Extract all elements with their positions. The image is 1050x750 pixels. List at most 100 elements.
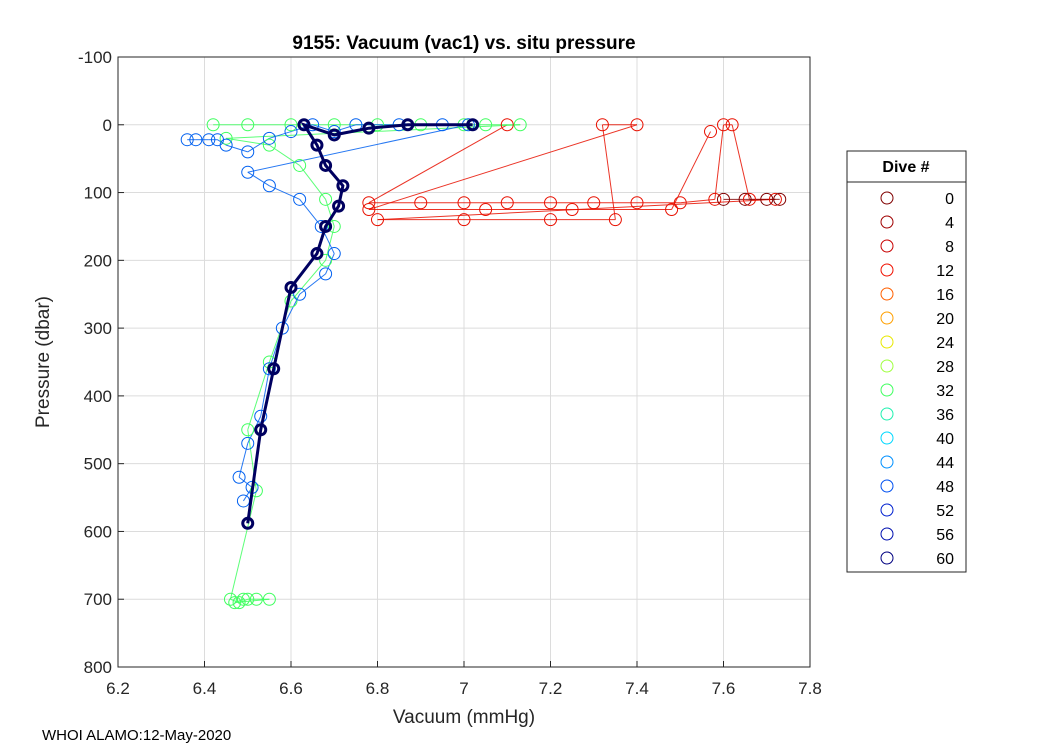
- data-point: [608, 213, 622, 227]
- legend-marker: [880, 455, 894, 469]
- data-point: [565, 203, 579, 216]
- data-point: [202, 133, 216, 147]
- data-point: [236, 592, 250, 606]
- series-segment: [714, 124, 724, 200]
- dive-60-path: [246, 122, 473, 524]
- legend-marker: [880, 215, 894, 229]
- legend-marker: [880, 407, 894, 421]
- series-segment: [325, 253, 335, 275]
- dive-60-point: [297, 118, 311, 132]
- data-point: [189, 133, 203, 147]
- legend-marker: [880, 287, 894, 301]
- y-tick-label: 500: [84, 455, 112, 474]
- legend-label: 0: [945, 191, 954, 208]
- data-point: [479, 203, 493, 216]
- y-axis-label: Pressure (dbar): [33, 296, 54, 428]
- data-point: [768, 192, 782, 206]
- data-point: [760, 192, 774, 206]
- data-point: [595, 118, 609, 132]
- x-tick-label: 6.6: [279, 679, 303, 698]
- data-point: [544, 213, 557, 227]
- dive-60-point: [336, 179, 350, 193]
- legend-marker: [880, 551, 894, 565]
- data-point: [587, 196, 601, 210]
- series-segment: [269, 131, 292, 139]
- data-point: [513, 118, 527, 132]
- data-point: [284, 125, 298, 139]
- data-point: [219, 131, 233, 145]
- dive-60-point: [310, 138, 324, 152]
- legend-marker: [880, 311, 894, 325]
- dive-60-point: [332, 199, 346, 213]
- legend-box: [846, 150, 967, 573]
- dive-60-line: [241, 118, 480, 530]
- data-point: [206, 118, 220, 132]
- data-point: [725, 118, 739, 132]
- y-axis: -100 0 100 200 300 400 500 600 700 800: [78, 48, 124, 677]
- series-segment: [299, 165, 326, 200]
- legend-marker: [880, 335, 894, 349]
- data-point: [362, 196, 376, 210]
- series-segment: [299, 273, 326, 295]
- x-tick-label: 7.2: [539, 679, 563, 698]
- data-point: [241, 145, 255, 159]
- legend-label: 4: [945, 215, 954, 232]
- y-tick-label: 200: [84, 251, 112, 270]
- dive-60-point: [241, 516, 255, 530]
- dive-60-point: [267, 362, 281, 376]
- legend-label: 20: [936, 311, 954, 328]
- data-point: [228, 596, 242, 610]
- series-segment: [731, 124, 750, 200]
- data-point: [249, 592, 263, 606]
- series-segment: [368, 124, 508, 204]
- data-point: [738, 192, 752, 206]
- data-point: [717, 118, 730, 132]
- x-tick-label: 6.2: [106, 679, 130, 698]
- y-tick-label: 300: [84, 319, 112, 338]
- legend-label: 40: [936, 431, 954, 448]
- data-point: [319, 192, 333, 206]
- dive-60-point: [254, 423, 268, 437]
- y-tick-label: 100: [84, 184, 112, 203]
- series-segment: [247, 171, 270, 187]
- series-segment: [290, 260, 326, 302]
- data-point: [262, 131, 276, 145]
- y-tick-label: 600: [84, 522, 112, 541]
- legend-title: Dive #: [882, 159, 929, 176]
- data-point: [219, 138, 233, 152]
- dive-60-point: [327, 128, 341, 142]
- footer-note: WHOI ALAMO:12-May-2020: [42, 727, 232, 744]
- legend-marker: [880, 359, 894, 373]
- legend-label: 52: [936, 503, 954, 520]
- data-point: [241, 592, 255, 606]
- legend-label: 8: [945, 239, 954, 256]
- data-point: [665, 203, 679, 216]
- data-point: [371, 213, 384, 227]
- data-point: [223, 592, 237, 606]
- data-point: [254, 409, 268, 423]
- series-segment: [247, 124, 469, 173]
- data-point: [241, 436, 255, 450]
- legend-marker: [880, 431, 894, 445]
- dive-60-point: [319, 219, 333, 233]
- data-point: [293, 287, 307, 301]
- data-point: [293, 158, 307, 172]
- series-segment: [225, 144, 248, 153]
- data-point: [241, 118, 255, 132]
- data-point: [241, 165, 255, 179]
- legend-marker: [880, 479, 894, 493]
- series-segment: [368, 124, 638, 210]
- data-point: [249, 484, 263, 498]
- legend-label: 36: [936, 407, 954, 424]
- legend-marker: [880, 263, 894, 277]
- x-tick-label: 7.8: [798, 679, 822, 698]
- y-tick-label: 0: [103, 116, 112, 135]
- dive-60-point: [310, 247, 324, 261]
- data-point: [284, 118, 298, 132]
- data-point: [414, 196, 428, 210]
- legend-marker: [880, 503, 894, 517]
- legend-label: 24: [936, 335, 954, 352]
- data-point: [232, 596, 246, 610]
